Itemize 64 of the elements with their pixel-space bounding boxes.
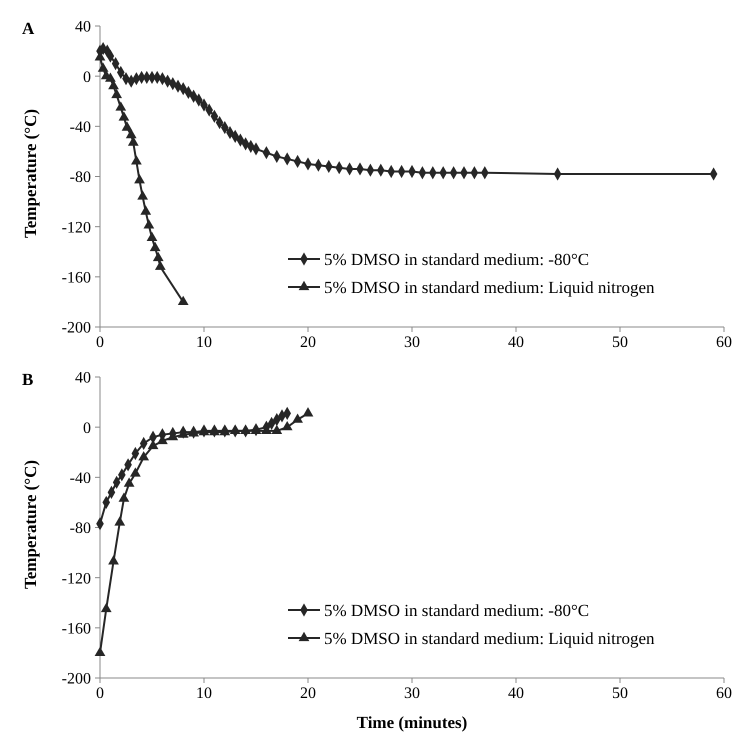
- y-tick-label: -40: [70, 118, 91, 136]
- y-tick-label: -200: [62, 320, 91, 337]
- legend-label: 5% DMSO in standard medium: -80°C: [324, 250, 590, 269]
- x-tick-label: 40: [508, 334, 524, 351]
- legend-label: 5% DMSO in standard medium: -80°C: [324, 600, 590, 620]
- point: [144, 219, 154, 229]
- point: [138, 451, 150, 460]
- x-tick-label: 40: [508, 685, 524, 702]
- x-tick-label: 60: [716, 334, 732, 351]
- point: [150, 242, 160, 252]
- point: [130, 467, 141, 477]
- x-tick-label: 50: [612, 334, 628, 351]
- point: [124, 477, 134, 487]
- x-tick-label: 30: [404, 685, 420, 702]
- point: [122, 121, 132, 131]
- y-axis-title: Temperature (°C): [21, 460, 40, 590]
- x-tick-label: 60: [716, 685, 732, 702]
- y-tick-label: 40: [75, 18, 91, 36]
- legend-label: 5% DMSO in standard medium: Liquid nitrogen: [324, 278, 656, 297]
- x-tick-label: 50: [612, 685, 628, 702]
- point: [118, 492, 130, 502]
- point: [146, 232, 158, 242]
- y-tick-label: -120: [62, 219, 91, 236]
- y-tick-label: -120: [62, 570, 91, 588]
- point: [282, 420, 293, 430]
- point: [137, 190, 148, 200]
- point: [100, 602, 112, 612]
- point: [302, 407, 314, 416]
- point: [115, 101, 126, 111]
- point: [131, 155, 142, 165]
- point: [118, 111, 130, 121]
- y-tick-label: -160: [62, 620, 91, 638]
- chart-title: B: [22, 370, 34, 389]
- point: [152, 252, 164, 262]
- point: [108, 555, 119, 564]
- x-tick-label: 0: [96, 334, 104, 351]
- y-tick-label: -80: [70, 520, 91, 538]
- y-tick-label: -160: [62, 269, 91, 286]
- legend-label: 5% DMSO in standard medium: Liquid nitrogen: [324, 628, 656, 648]
- y-tick-label: -80: [70, 169, 91, 186]
- y-tick-label: 0: [83, 68, 91, 86]
- point: [292, 413, 303, 423]
- x-tick-label: 10: [196, 334, 212, 351]
- point: [114, 516, 126, 526]
- point: [126, 128, 137, 138]
- y-tick-label: 0: [83, 420, 91, 437]
- y-axis-title: Temperature (°C): [21, 108, 40, 238]
- x-tick-label: 10: [196, 685, 212, 702]
- y-tick-label: 40: [75, 370, 91, 387]
- x-axis-title: Time (minutes): [356, 713, 468, 732]
- x-tick-label: 0: [96, 685, 104, 702]
- point: [178, 296, 189, 306]
- point: [111, 88, 122, 98]
- x-tick-label: 20: [300, 334, 316, 351]
- chart-title: A: [22, 19, 35, 38]
- x-tick-label: 20: [300, 685, 316, 702]
- y-tick-label: -40: [70, 470, 91, 487]
- x-tick-label: 30: [404, 334, 420, 351]
- point: [154, 260, 166, 270]
- point: [94, 646, 106, 656]
- y-tick-label: -200: [62, 670, 91, 688]
- point: [140, 205, 152, 215]
- point: [271, 424, 282, 434]
- point: [134, 174, 145, 184]
